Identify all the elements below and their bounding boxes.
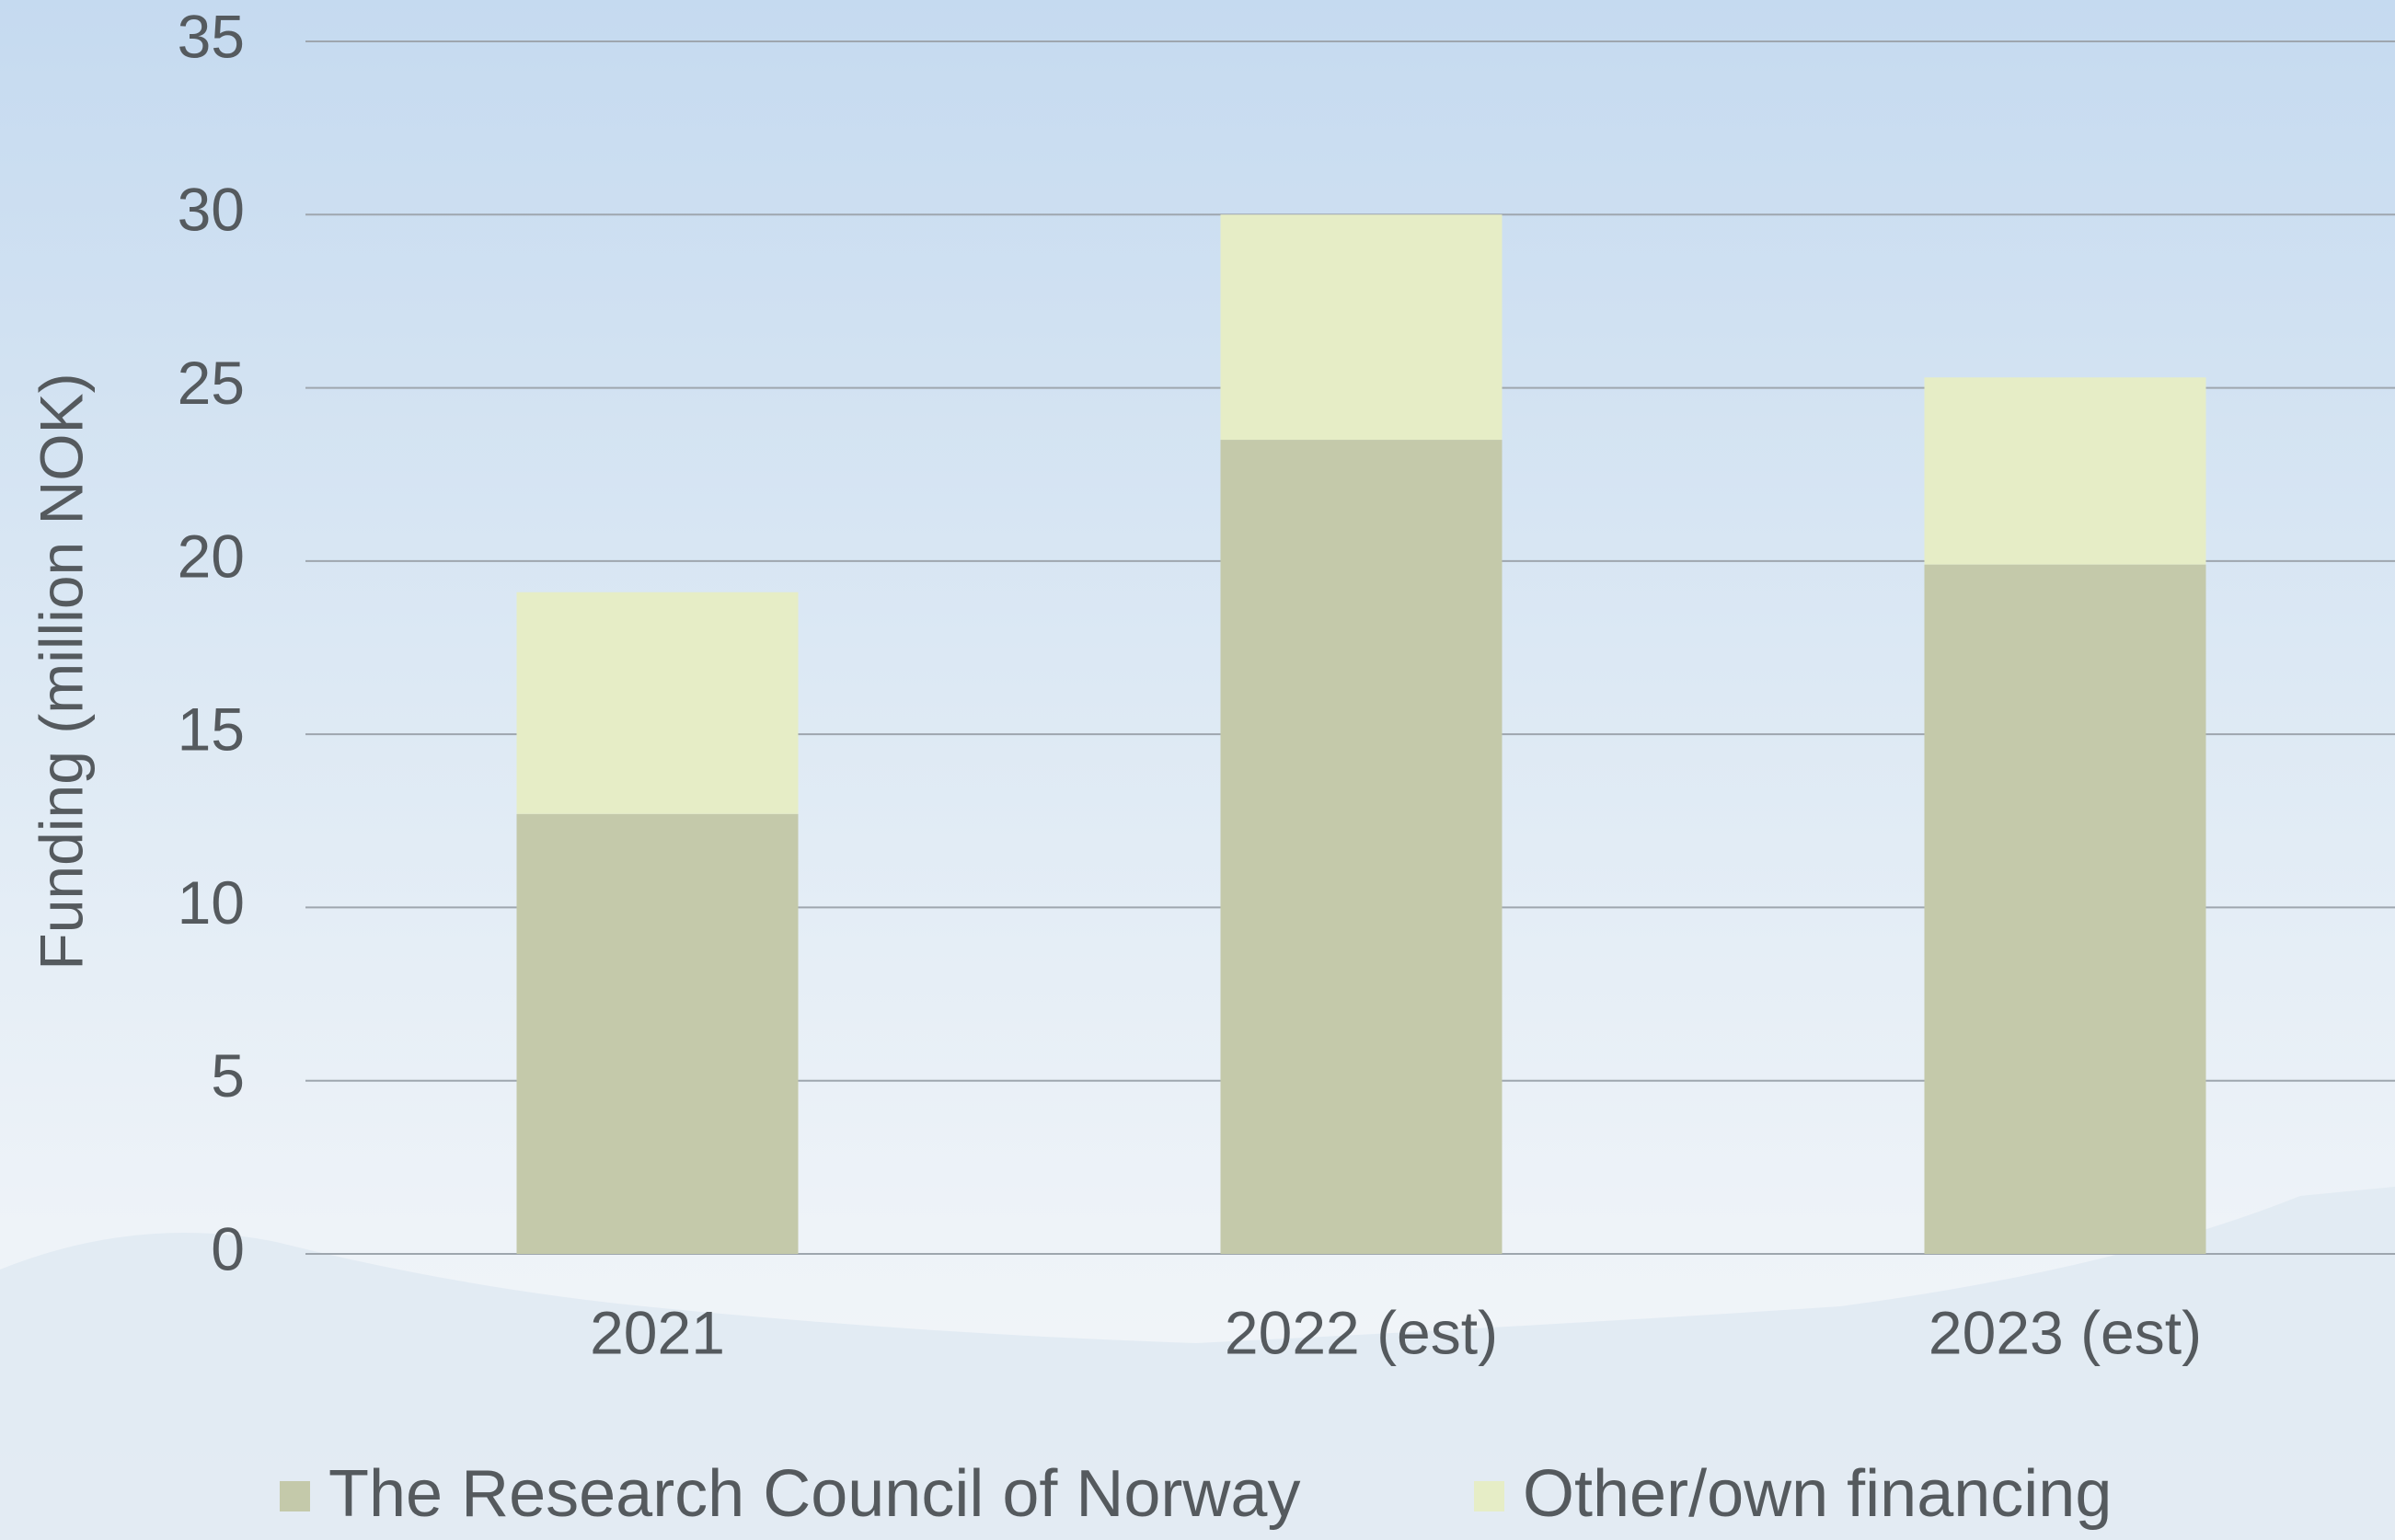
y-tick-label: 0: [211, 1214, 245, 1282]
bar-segment: [1925, 565, 2206, 1254]
page: Funding (million NOK) 0 5 10 15 20 25 30 35 2021…: [0, 0, 2395, 1540]
y-tick-label: 25: [178, 349, 245, 417]
y-tick-label: 20: [178, 522, 245, 590]
legend-swatch: [1474, 1481, 1504, 1511]
y-tick-label: 5: [211, 1041, 245, 1109]
y-tick-label: 30: [178, 176, 245, 244]
bar-segment: [1221, 440, 1503, 1254]
legend-label: Other/own financing: [1523, 1457, 2112, 1531]
x-tick-label: 2021: [590, 1298, 725, 1366]
y-tick-label: 10: [178, 868, 245, 937]
y-axis-title: Funding (million NOK): [27, 373, 95, 970]
x-tick-label: 2023 (est): [1929, 1298, 2202, 1366]
x-tick-label: 2022 (est): [1225, 1298, 1498, 1366]
legend-label: The Research Council of Norway: [328, 1457, 1300, 1531]
bar-segment: [517, 814, 799, 1254]
chart: Funding (million NOK) 0 5 10 15 20 25 30 35 2021…: [0, 0, 2395, 1540]
bar-segment: [1925, 377, 2206, 564]
bar-segment: [517, 592, 799, 814]
y-tick-label: 15: [178, 695, 245, 764]
y-tick-label: 35: [178, 2, 245, 70]
bar-segment: [1221, 214, 1503, 440]
legend-swatch: [280, 1481, 310, 1511]
